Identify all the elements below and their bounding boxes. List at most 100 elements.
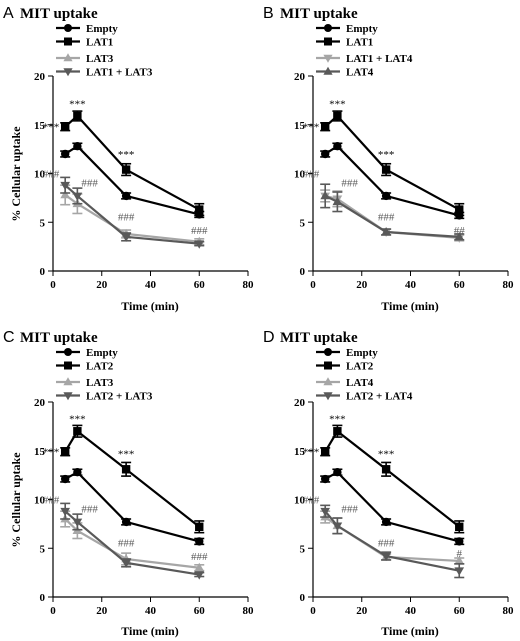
data-point [60, 189, 71, 199]
x-tick-label: 60 [454, 279, 466, 291]
series-empty [320, 142, 465, 220]
x-axis-label-b: Time (min) [381, 299, 438, 313]
y-tick-label: 0 [300, 592, 306, 604]
x-axis-label-a: Time (min) [121, 299, 178, 313]
data-point [194, 562, 205, 572]
series-line [64, 194, 200, 243]
x-tick-label: 0 [50, 605, 56, 617]
data-point [194, 240, 205, 249]
data-point [381, 465, 391, 474]
data-point [60, 181, 71, 191]
significance-annotation: ### [303, 169, 320, 181]
legend-swatch-marker [63, 392, 73, 401]
y-tick-label: 10 [294, 169, 306, 181]
data-point [381, 191, 391, 201]
legend-label: Empty [346, 23, 378, 35]
y-axis-label-a: % Cellular uptake [9, 126, 23, 222]
legend-item: LAT1 + LAT3 [56, 67, 153, 79]
legend-item: LAT2 + LAT4 [316, 391, 413, 403]
legend-item: Empty [316, 347, 378, 359]
y-tick-label: 5 [40, 543, 46, 555]
legend-label: LAT2 + LAT3 [86, 391, 153, 403]
data-point [320, 474, 330, 484]
legend-swatch-marker [324, 361, 332, 370]
data-point [73, 468, 82, 477]
data-point [454, 231, 465, 241]
significance-annotation: *** [118, 149, 135, 161]
series-lat1-lat3 [60, 176, 205, 249]
significance-annotation: *** [69, 414, 86, 426]
series-line [324, 114, 460, 211]
significance-annotation: ### [118, 211, 135, 223]
legend-swatch-marker [324, 24, 332, 32]
plot-area-c: 0 5 10 15 20 0 20 40 60 80 *** *** *** ### ### ### ### [34, 397, 254, 617]
y-tick-label: 5 [300, 543, 306, 555]
series-line [64, 144, 200, 216]
legend-swatch-marker [323, 392, 333, 401]
significance-annotation: # [457, 548, 463, 560]
legend-item: LAT4 [316, 377, 374, 389]
x-tick-label: 60 [454, 605, 466, 617]
x-tick-label: 40 [145, 605, 157, 617]
series-lat2-lat4 [320, 504, 465, 579]
legend-item: LAT4 [316, 67, 374, 79]
legend-label: LAT3 [86, 53, 114, 65]
significance-annotation: ### [43, 495, 60, 507]
legend-item: LAT3 [56, 377, 114, 389]
y-tick-label: 15 [294, 446, 306, 458]
significance-annotation: *** [378, 149, 395, 161]
y-axis-label-c: % Cellular uptake [9, 452, 23, 548]
data-point [333, 468, 342, 477]
legend-swatch-marker [323, 66, 333, 75]
legend-swatch-marker [63, 68, 73, 77]
series-lat4 [320, 183, 465, 241]
significance-annotation: ### [81, 503, 98, 515]
significance-annotation: ## [454, 225, 466, 237]
series-lat2 [60, 424, 205, 534]
legend-item: LAT2 [56, 361, 114, 373]
panel-letter-c: C [3, 329, 15, 346]
data-point [195, 205, 204, 214]
legend-label: LAT1 [346, 37, 373, 49]
data-point [121, 465, 131, 474]
legend-label: LAT4 [346, 377, 374, 389]
y-tick-label: 10 [34, 495, 46, 507]
data-point [333, 427, 342, 436]
x-tick-label: 80 [503, 605, 515, 617]
panel-title-b: MIT uptake [280, 6, 358, 22]
legend-swatch-marker [63, 377, 73, 386]
legend-label: Empty [86, 23, 118, 35]
data-point [121, 517, 131, 527]
legend-label: LAT2 + LAT4 [346, 391, 413, 403]
series-line [324, 429, 460, 528]
data-point [121, 191, 131, 201]
x-tick-label: 0 [50, 279, 56, 291]
data-point [333, 111, 342, 121]
legend-label: Empty [86, 347, 118, 359]
panel-title-a: MIT uptake [20, 6, 98, 22]
legend-swatch-marker [64, 24, 72, 32]
data-point [320, 507, 331, 517]
series-line [324, 194, 460, 238]
x-axis-label-d: Time (min) [381, 624, 438, 638]
x-tick-label: 0 [310, 605, 316, 617]
y-tick-label: 5 [300, 217, 306, 229]
significance-annotation: ### [191, 225, 208, 237]
x-tick-label: 40 [405, 605, 417, 617]
significance-annotation: *** [303, 447, 320, 459]
x-tick-label: 0 [310, 279, 316, 291]
series-line [64, 510, 200, 576]
series-line [64, 518, 200, 569]
data-point [73, 427, 82, 436]
significance-annotation: *** [303, 122, 320, 134]
x-tick-label: 60 [194, 605, 206, 617]
legend-b: Empty LAT1 LAT1 + LAT4 LAT4 [316, 23, 413, 79]
data-point [333, 142, 342, 151]
legend-swatch-marker [324, 37, 332, 46]
x-tick-label: 80 [503, 279, 515, 291]
significance-annotation: ### [341, 177, 358, 189]
legend-swatch-marker [63, 53, 73, 62]
legend-label: LAT1 [86, 37, 113, 49]
